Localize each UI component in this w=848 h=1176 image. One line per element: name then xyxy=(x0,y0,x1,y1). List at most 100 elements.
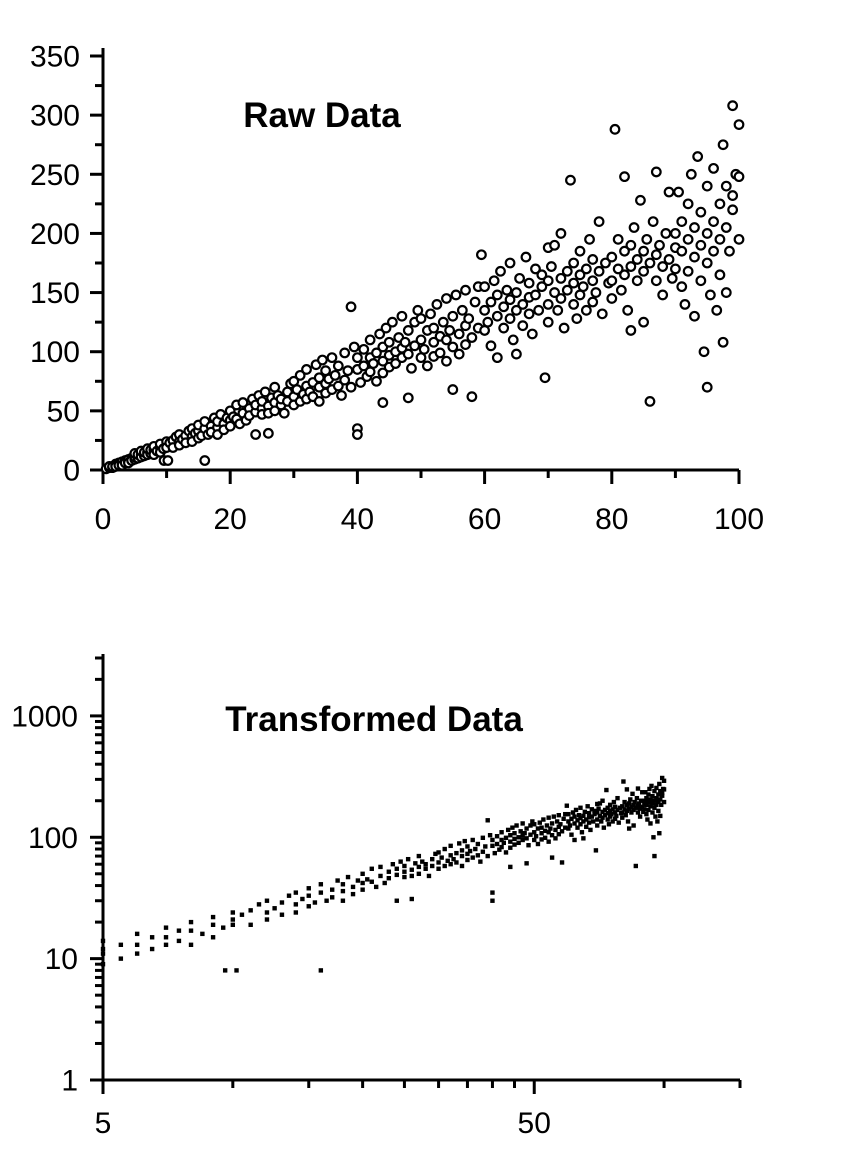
data-point xyxy=(536,281,548,293)
data-point xyxy=(640,804,645,810)
data-point xyxy=(358,360,370,372)
data-point xyxy=(695,239,707,251)
data-point xyxy=(394,898,399,903)
data-point xyxy=(592,808,597,814)
data-point xyxy=(606,251,618,263)
data-point xyxy=(329,895,335,900)
y-tick-label: 100 xyxy=(30,336,80,369)
data-point xyxy=(485,296,497,308)
data-point xyxy=(504,313,516,324)
data-point xyxy=(657,781,662,787)
data-point xyxy=(442,846,447,852)
data-point xyxy=(405,856,411,862)
data-point xyxy=(483,844,488,849)
data-point xyxy=(645,817,650,822)
y-tick-label: 200 xyxy=(30,218,80,251)
data-point xyxy=(318,890,324,895)
data-point xyxy=(578,822,583,827)
data-point xyxy=(479,304,491,316)
data-point xyxy=(399,336,411,348)
data-point xyxy=(541,817,546,822)
data-point xyxy=(622,304,634,316)
data-point xyxy=(708,162,719,174)
data-point xyxy=(596,806,601,811)
y-tick-label: 100 xyxy=(28,822,78,855)
data-point xyxy=(426,873,432,879)
data-point xyxy=(492,850,497,856)
data-point xyxy=(542,299,554,310)
data-point xyxy=(600,798,605,803)
data-point xyxy=(522,831,527,836)
data-point xyxy=(485,818,490,823)
data-point xyxy=(619,171,630,183)
data-point xyxy=(727,204,739,216)
data-point xyxy=(339,347,351,359)
data-point xyxy=(442,863,447,869)
data-point xyxy=(720,180,732,192)
data-point xyxy=(554,819,560,824)
data-point xyxy=(293,902,299,907)
data-point xyxy=(503,850,509,855)
data-point xyxy=(621,779,626,784)
data-point xyxy=(350,891,356,897)
data-point xyxy=(460,284,471,296)
data-point xyxy=(655,819,660,824)
transformed-data-chart: Transformed Data 5 50 1 10 100 1000 xyxy=(11,654,742,1140)
data-point xyxy=(535,826,541,831)
data-point xyxy=(614,813,619,819)
data-point xyxy=(436,850,441,855)
data-point xyxy=(453,328,465,340)
data-point xyxy=(563,811,568,817)
data-point xyxy=(485,340,497,352)
data-point xyxy=(373,884,379,890)
data-point xyxy=(607,814,613,819)
data-point xyxy=(402,392,414,404)
data-point xyxy=(658,813,663,819)
data-point xyxy=(593,848,599,853)
data-point xyxy=(607,802,613,808)
data-point xyxy=(650,249,662,261)
data-point xyxy=(581,819,586,824)
data-point xyxy=(682,198,694,210)
data-point xyxy=(589,807,595,812)
data-point xyxy=(711,304,723,316)
data-point xyxy=(637,814,643,819)
data-point xyxy=(312,900,318,905)
data-point xyxy=(648,797,653,802)
data-point xyxy=(580,304,592,316)
data-point xyxy=(415,334,427,346)
data-point xyxy=(501,284,513,296)
data-point xyxy=(657,831,662,836)
data-point xyxy=(625,261,637,272)
data-point xyxy=(499,830,504,835)
y-tick-label: 350 xyxy=(30,41,80,74)
data-point xyxy=(551,814,556,819)
data-point xyxy=(264,898,270,903)
data-point xyxy=(383,336,395,348)
data-point xyxy=(533,834,539,839)
data-point xyxy=(352,352,363,364)
data-point xyxy=(345,301,357,313)
data-point xyxy=(329,369,341,381)
data-point xyxy=(516,835,521,840)
data-point xyxy=(508,845,513,850)
data-point xyxy=(163,942,169,948)
data-point xyxy=(611,799,617,805)
data-point xyxy=(409,873,414,879)
data-point xyxy=(237,397,249,408)
data-point xyxy=(465,851,470,857)
data-point xyxy=(717,139,729,151)
data-point xyxy=(701,228,713,239)
data-point xyxy=(335,878,340,883)
data-point xyxy=(501,840,507,846)
data-point xyxy=(689,222,700,233)
data-point xyxy=(279,900,285,905)
data-point xyxy=(386,316,398,328)
data-point xyxy=(556,831,561,837)
data-point xyxy=(580,263,592,275)
data-point xyxy=(569,832,574,837)
data-point xyxy=(523,277,535,289)
data-point xyxy=(134,931,140,937)
data-point xyxy=(134,942,140,948)
